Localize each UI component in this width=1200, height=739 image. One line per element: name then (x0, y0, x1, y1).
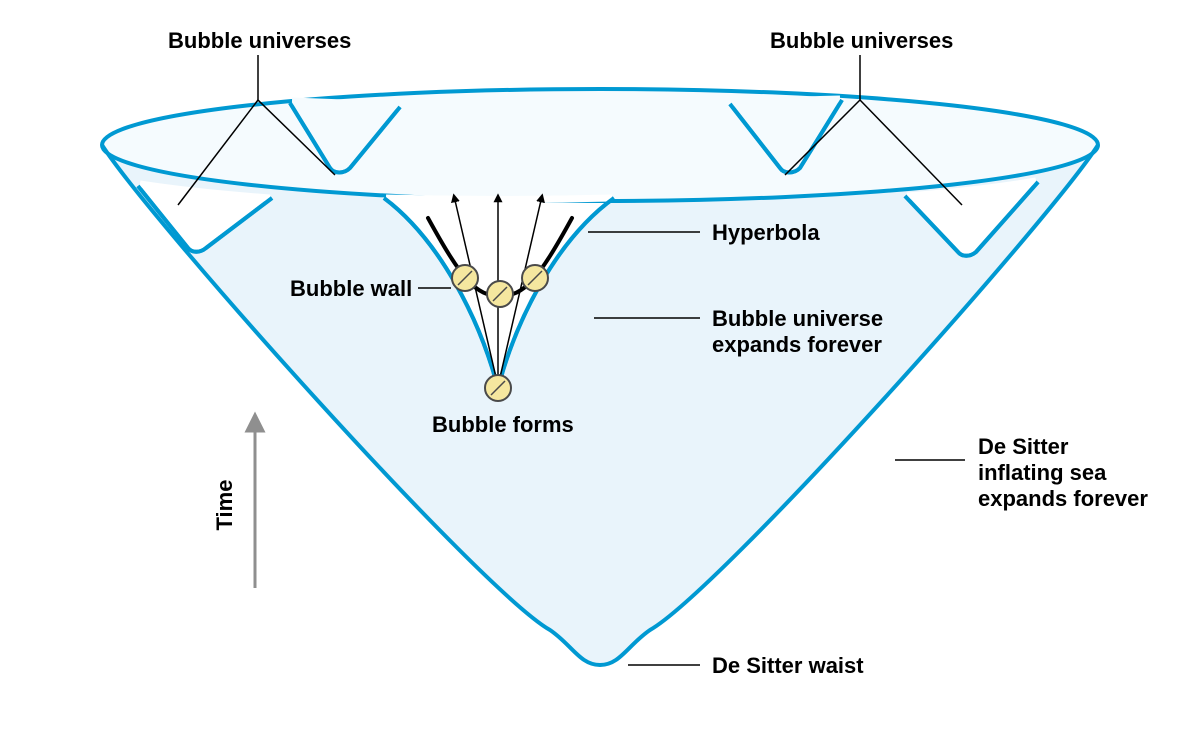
time-label: Time (212, 480, 237, 531)
label-de-sitter-sea-1: De Sitter (978, 434, 1069, 459)
label-bubble-universes-right: Bubble universes (770, 28, 953, 53)
label-de-sitter-waist: De Sitter waist (712, 653, 864, 678)
label-bubble-expands-2: expands forever (712, 332, 882, 357)
label-de-sitter-sea-2: inflating sea (978, 460, 1107, 485)
label-bubble-wall: Bubble wall (290, 276, 412, 301)
de-sitter-diagram: Time Bubble universes Bubble universes H… (0, 0, 1200, 739)
label-bubble-forms: Bubble forms (432, 412, 574, 437)
label-de-sitter-sea-3: expands forever (978, 486, 1148, 511)
label-hyperbola: Hyperbola (712, 220, 820, 245)
label-bubble-universes-left: Bubble universes (168, 28, 351, 53)
label-bubble-expands-1: Bubble universe (712, 306, 883, 331)
